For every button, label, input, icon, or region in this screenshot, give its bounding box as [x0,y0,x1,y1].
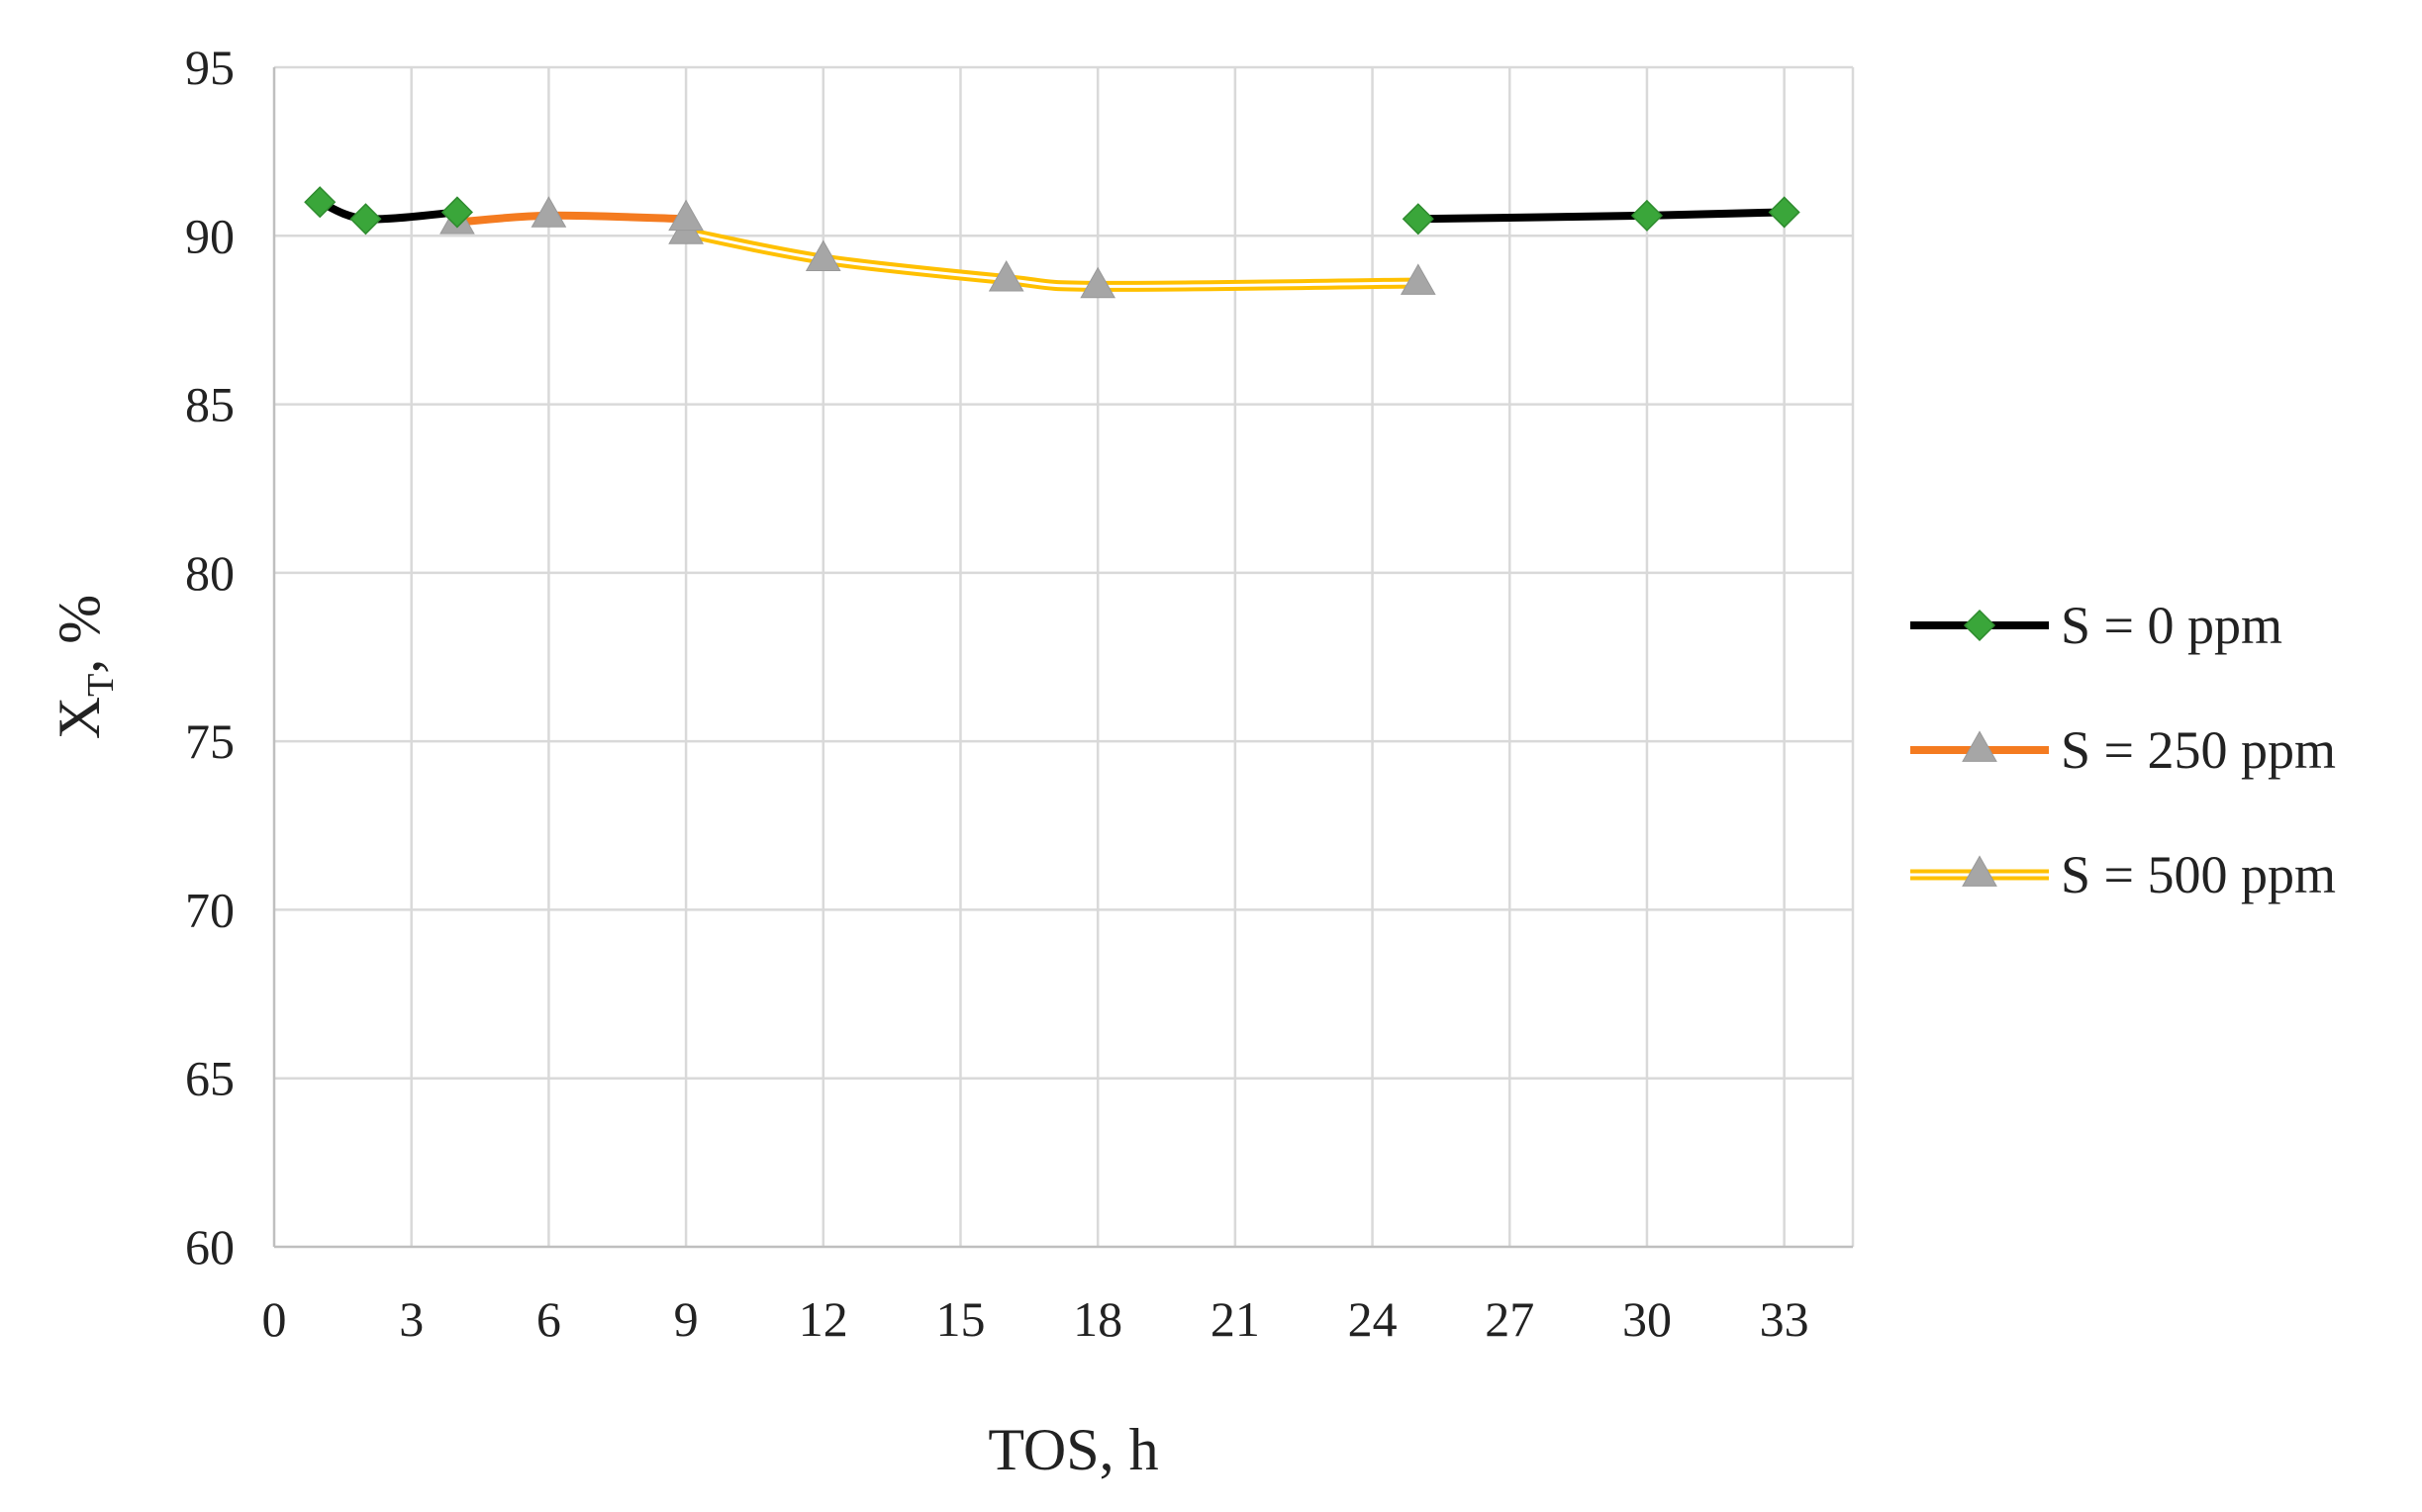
series-line [452,211,691,227]
legend: S = 0 ppm S = 250 ppm S = 500 ppm [1910,596,2336,904]
series-line [1413,208,1789,224]
y-tick-label: 85 [185,377,235,432]
data-point [1630,199,1664,232]
legend-label: S = 0 ppm [2061,596,2282,655]
y-axis-title-main: X [47,697,112,739]
series-0-markers [304,186,1800,236]
data-point [531,196,567,228]
series-1-markers [439,196,704,235]
x-tick-label: 12 [799,1291,848,1347]
y-axis-title-suffix: , % [47,595,112,674]
data-point [1768,196,1800,229]
x-tick-label: 9 [674,1291,699,1347]
data-point [304,186,337,219]
y-tick-label: 75 [185,713,235,769]
data-point [1402,203,1434,236]
x-tick-label: 33 [1760,1291,1809,1347]
x-tick-label: 27 [1485,1291,1534,1347]
y-axis-title-subscript: T [80,674,122,697]
data-point [440,196,473,229]
series-1-line [452,211,691,227]
grid [274,65,1855,1247]
x-tick-label: 18 [1073,1291,1122,1347]
series [304,186,1800,299]
legend-marker [1962,855,1997,887]
series-line [316,198,461,224]
y-tick-label: 90 [185,208,235,263]
y-tick-label: 60 [185,1219,235,1275]
y-tick-label: 95 [185,40,235,95]
data-point [349,203,382,236]
data-point [668,199,704,232]
x-tick-label: 30 [1622,1291,1672,1347]
series-line-outer [680,227,1424,292]
legend-label: S = 500 ppm [2061,845,2336,904]
data-point [1080,266,1116,299]
x-tick-label: 24 [1348,1291,1398,1347]
y-tick-label: 80 [185,545,235,601]
legend-item: S = 500 ppm [1910,845,2336,904]
data-point [988,259,1024,292]
legend-label: S = 250 ppm [2061,720,2336,780]
y-axis-title: XT, % [47,595,122,740]
data-point [805,239,841,272]
data-point [1400,263,1436,295]
y-tick-label: 65 [185,1051,235,1106]
x-tick-label: 21 [1211,1291,1260,1347]
y-tick-label: 70 [185,882,235,937]
legend-item: S = 250 ppm [1910,720,2336,780]
x-tick-label: 3 [399,1291,424,1347]
legend-marker [1962,730,1997,762]
legend-marker [1963,609,1996,642]
series-2-line [680,227,1424,292]
x-tick-label: 0 [262,1291,287,1347]
tick-labels: 60 65 70 75 80 85 90 95 0 3 6 9 12 15 18 21 24 27 30 33 [185,40,1809,1347]
axes [272,67,1853,1249]
legend-item: S = 0 ppm [1910,596,2282,655]
x-tick-label: 15 [935,1291,985,1347]
x-axis-title: TOS, h [988,1417,1158,1482]
x-tick-label: 6 [536,1291,561,1347]
